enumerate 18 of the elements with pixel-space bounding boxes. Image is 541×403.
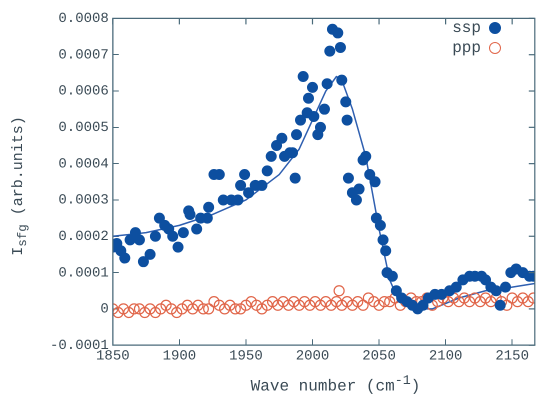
y-tick-label: 0.0003: [58, 192, 109, 209]
y-tick-label: 0.0001: [58, 265, 109, 282]
y-tick-label: 0.0008: [58, 11, 109, 28]
x-tick-label: 1950: [229, 348, 263, 364]
y-tick-label: 0.0007: [58, 47, 109, 64]
x-tick-label: 2150: [495, 348, 529, 364]
x-tick-label: 2100: [428, 348, 462, 364]
x-tick-label: 2000: [296, 348, 330, 364]
y-tick-label: 0.0004: [58, 156, 109, 172]
x-tick-label: 1900: [162, 348, 196, 364]
y-tick-label: 0.0006: [58, 84, 109, 100]
y-tick-label: 0.0002: [58, 228, 109, 245]
y-tick-label: 0: [100, 302, 109, 318]
legend-label: ssp: [452, 18, 481, 38]
y-tick-label: 0.0005: [58, 120, 109, 136]
legend-label: ppp: [452, 38, 481, 58]
x-tick-label: 2050: [362, 348, 396, 364]
x-axis-title: Wave number (cm$^{-1}$): [250, 374, 422, 396]
